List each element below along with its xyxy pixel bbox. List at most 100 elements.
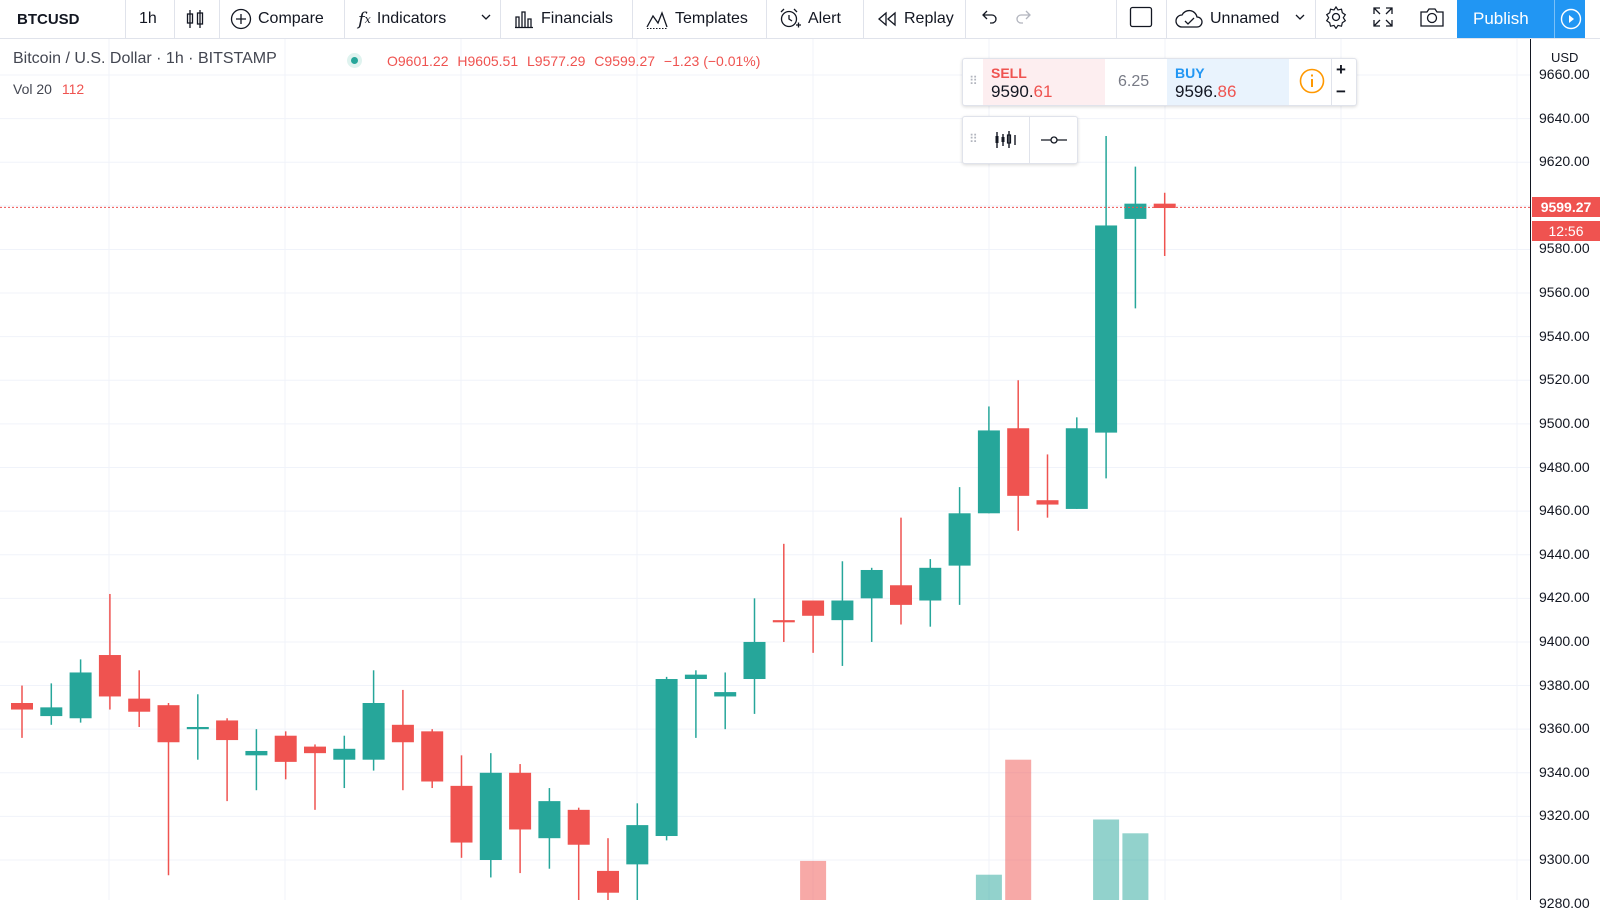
buy-price: 9596. xyxy=(1175,82,1218,101)
buy-button[interactable]: BUY 9596.86 xyxy=(1167,59,1289,105)
candle-body xyxy=(1124,203,1147,219)
candle-body xyxy=(890,585,912,605)
divider xyxy=(125,0,126,38)
save-layout-button[interactable]: Unnamed xyxy=(1174,0,1279,38)
candle-body xyxy=(333,748,356,760)
candle-body xyxy=(362,703,385,760)
volume-bar xyxy=(1122,833,1149,900)
price-tick-label: 9420.00 xyxy=(1539,589,1590,606)
indicators-dropdown[interactable] xyxy=(480,0,492,38)
buy-label: BUY xyxy=(1175,65,1205,81)
snapshot-button[interactable] xyxy=(1419,0,1445,38)
order-tools-panel: ⠿ xyxy=(962,116,1078,164)
divider xyxy=(965,0,966,38)
price-tick-label: 9560.00 xyxy=(1539,284,1590,301)
candle-body xyxy=(69,672,92,719)
candle-body xyxy=(40,707,63,717)
undo-button[interactable] xyxy=(979,0,999,38)
drag-handle-icon[interactable]: ⠿ xyxy=(969,132,978,146)
candle-body xyxy=(597,870,619,893)
volume-legend: Vol 20 112 xyxy=(13,81,84,97)
fullscreen-button[interactable] xyxy=(1372,0,1394,38)
price-tick-label: 9580.00 xyxy=(1539,240,1590,257)
candlestick-chart[interactable] xyxy=(0,39,1530,911)
volume-bar xyxy=(800,860,827,900)
price-tick-label: 9320.00 xyxy=(1539,807,1590,824)
chart-style-button[interactable] xyxy=(184,0,212,38)
buy-price-tail: 86 xyxy=(1217,82,1237,101)
horizontal-line-icon xyxy=(1040,136,1068,154)
alarm-clock-icon xyxy=(778,7,802,31)
layout-dropdown[interactable] xyxy=(1294,0,1306,38)
candle-body xyxy=(157,705,180,743)
replay-label: Replay xyxy=(904,10,954,27)
market-status-dot[interactable] xyxy=(347,53,362,68)
buy-sell-panel: ⠿ SELL 9590.61 6.25 BUY 9596.86 + − xyxy=(962,58,1357,106)
alert-button[interactable]: Alert xyxy=(778,0,841,38)
publish-button[interactable]: Publish xyxy=(1457,0,1585,38)
divider xyxy=(632,0,633,38)
candle-body xyxy=(128,698,151,712)
divider xyxy=(1315,0,1316,38)
layout-name-label: Unnamed xyxy=(1210,10,1280,27)
interval-label: 1h xyxy=(139,10,157,27)
high-value: H9605.51 xyxy=(457,53,519,69)
candle-body xyxy=(860,569,883,599)
chart-pane[interactable] xyxy=(0,39,1530,911)
compare-button[interactable]: Compare xyxy=(230,0,324,38)
indicators-label: Indicators xyxy=(376,10,447,27)
candle-body xyxy=(772,620,795,623)
volume-bar xyxy=(975,874,1002,900)
interval-button[interactable]: 1h xyxy=(139,0,157,38)
divider xyxy=(1166,0,1167,38)
candle-body xyxy=(538,801,561,839)
candle-body xyxy=(948,513,971,566)
redo-button[interactable] xyxy=(1014,0,1034,38)
quantity-minus-button[interactable]: − xyxy=(1336,82,1346,101)
divider xyxy=(1554,0,1555,38)
price-tick-label: 9380.00 xyxy=(1539,676,1590,693)
open-value: O9601.22 xyxy=(387,53,449,69)
last-price-tag: 9599.27 xyxy=(1532,197,1600,217)
candle-body xyxy=(274,735,297,762)
quantity-plus-button[interactable]: + xyxy=(1336,60,1346,79)
candle-body xyxy=(216,720,239,741)
volume-bar xyxy=(1093,819,1120,900)
volume-bar xyxy=(1005,759,1032,900)
layout-toggle-button[interactable] xyxy=(1129,0,1153,38)
symbol-search[interactable]: BTCUSD xyxy=(17,0,80,38)
settings-button[interactable] xyxy=(1324,0,1348,38)
price-tick-label: 9540.00 xyxy=(1539,327,1590,344)
price-tick-label: 9640.00 xyxy=(1539,109,1590,126)
candle-body xyxy=(450,785,473,843)
drag-handle-icon[interactable]: ⠿ xyxy=(969,74,979,88)
close-value: C9599.27 xyxy=(594,53,656,69)
candle-body xyxy=(391,724,414,743)
undo-icon xyxy=(979,7,999,32)
volume-label: Vol 20 xyxy=(13,81,52,97)
play-circle-icon[interactable] xyxy=(1560,8,1582,35)
info-icon[interactable] xyxy=(1299,68,1325,99)
price-tick-label: 9280.00 xyxy=(1539,894,1590,911)
divider xyxy=(344,0,345,38)
divider xyxy=(766,0,767,38)
line-tool-button[interactable] xyxy=(1040,130,1068,155)
sell-button[interactable]: SELL 9590.61 xyxy=(983,59,1105,105)
divider xyxy=(174,0,175,38)
alert-label: Alert xyxy=(808,10,841,27)
price-tick-label: 9620.00 xyxy=(1539,153,1590,170)
financials-button[interactable]: Financials xyxy=(513,0,613,38)
order-depth-button[interactable] xyxy=(993,127,1019,158)
replay-button[interactable]: Replay xyxy=(876,0,954,38)
symbol-label: BTCUSD xyxy=(17,10,80,28)
bar-chart-icon xyxy=(513,8,535,30)
sell-price: 9590. xyxy=(991,82,1034,101)
candle-body xyxy=(1095,225,1118,433)
divider xyxy=(500,0,501,38)
compare-label: Compare xyxy=(258,10,324,27)
price-axis[interactable]: USD 9660.009640.009620.009600.009580.009… xyxy=(1530,39,1600,911)
camera-icon xyxy=(1419,6,1445,33)
templates-button[interactable]: Templates xyxy=(645,0,748,38)
